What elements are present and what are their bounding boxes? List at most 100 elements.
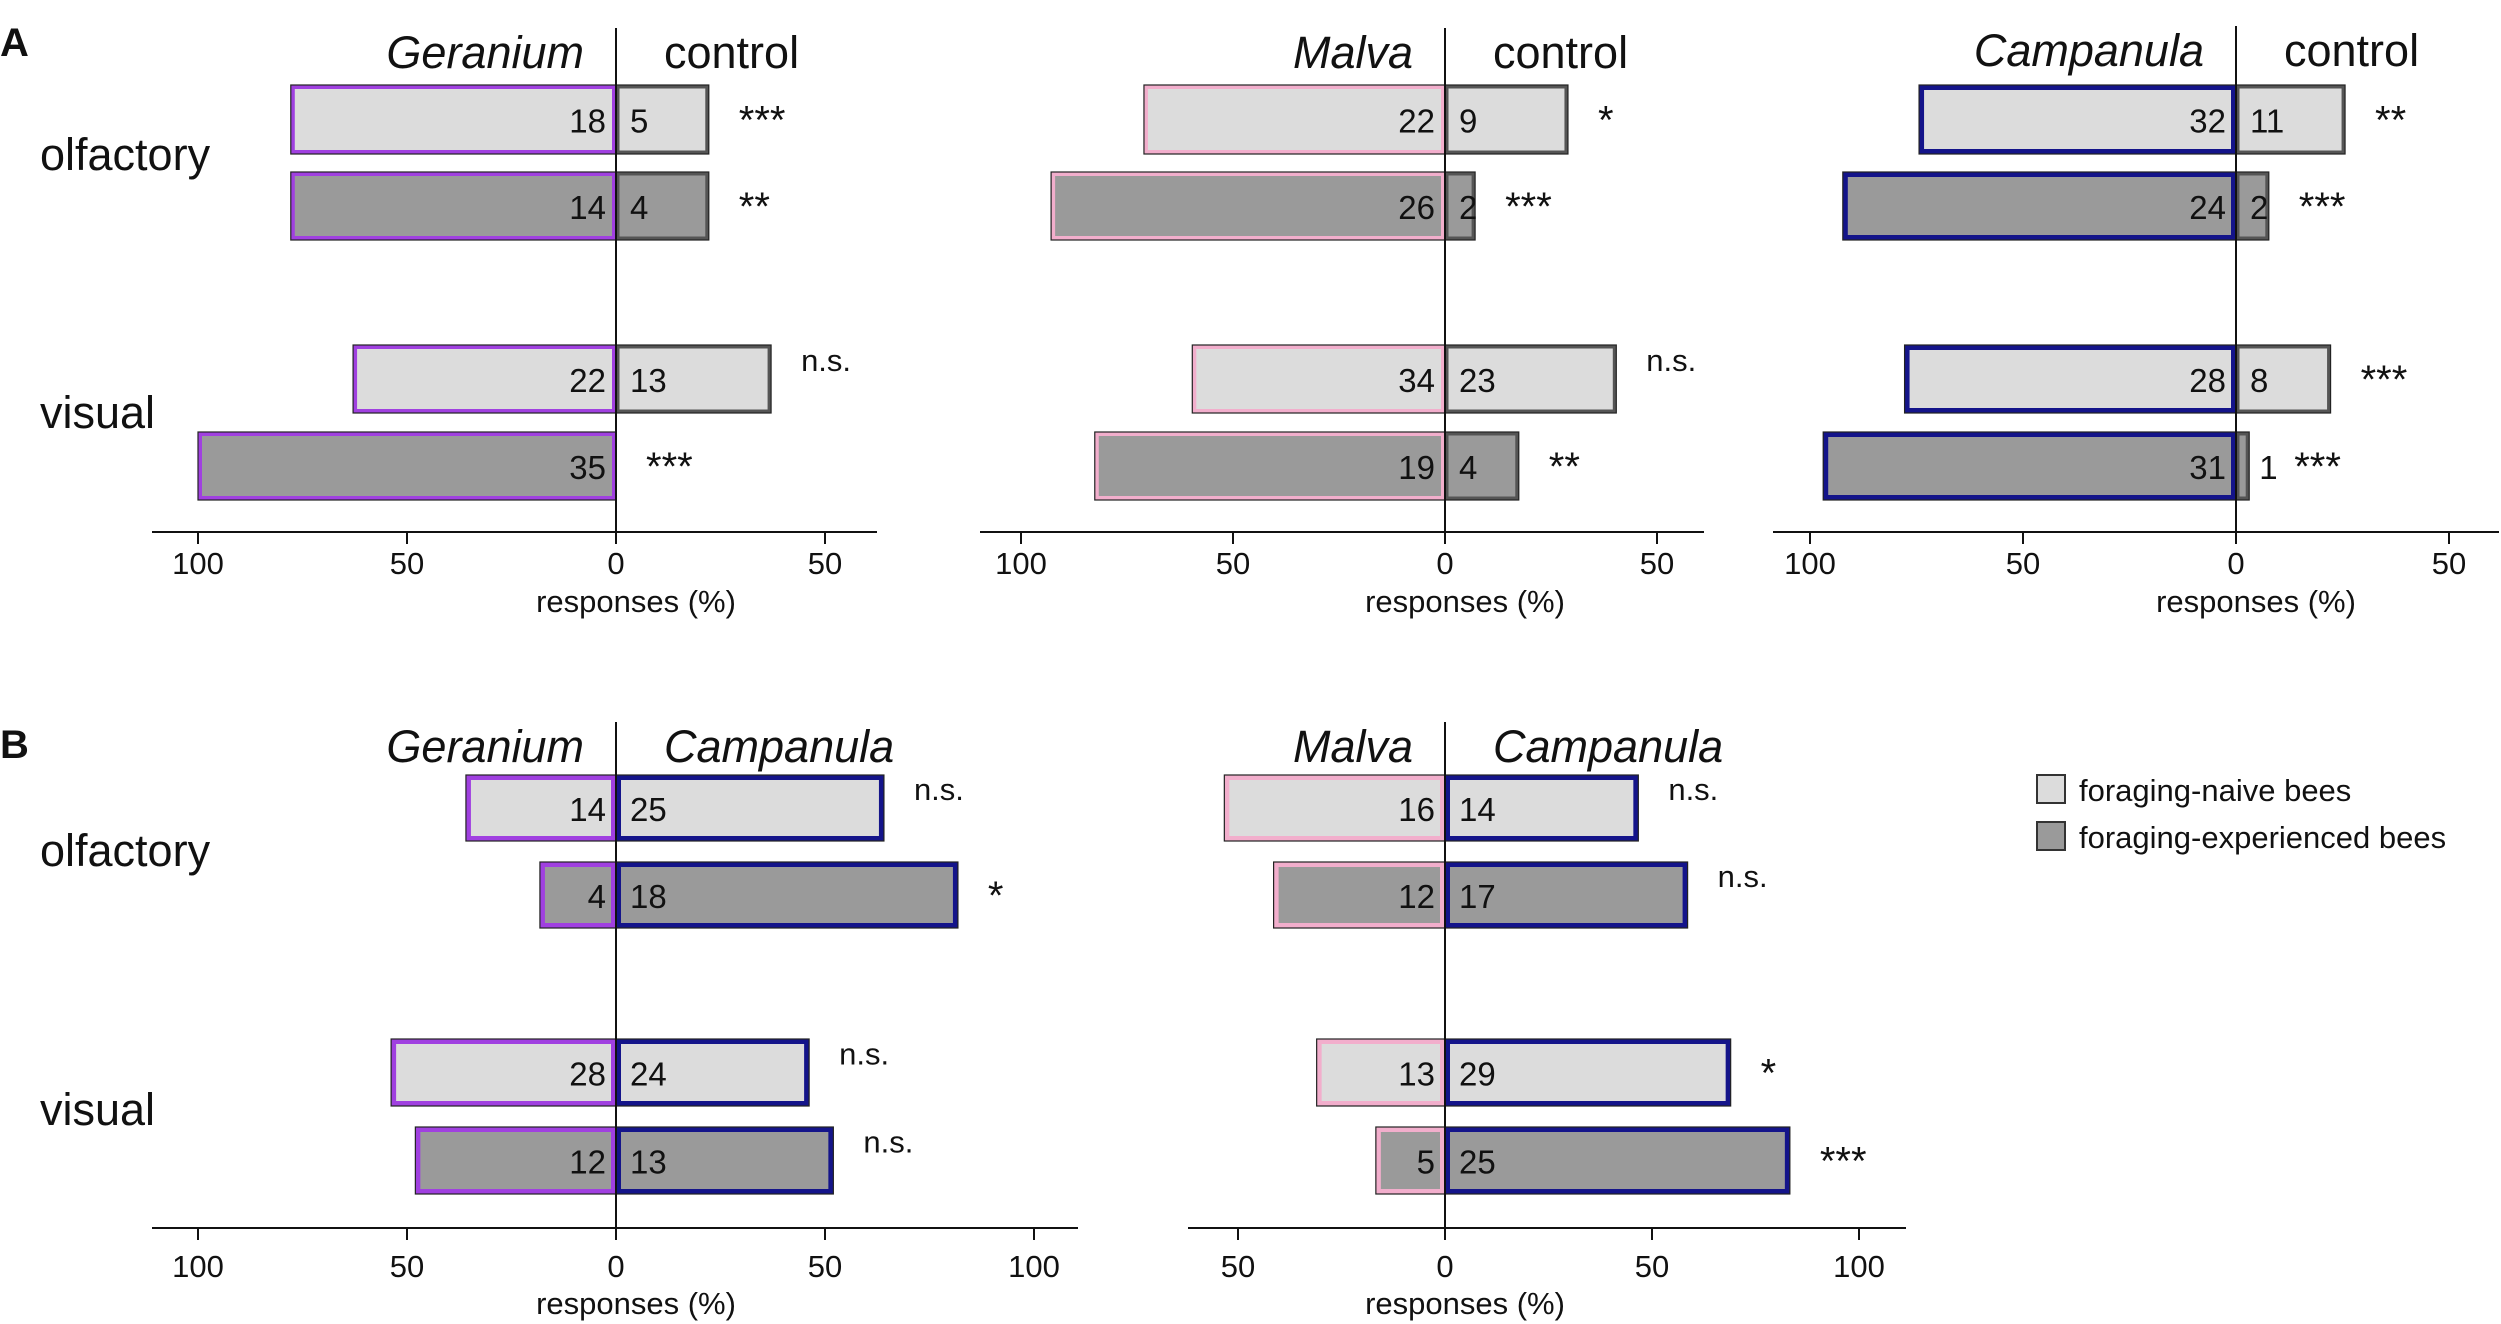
- chart-campanula-control: Campanula control 32 11 ** 24 2 *** 28 8 *** 31 1 ***…: [1773, 25, 2499, 619]
- significance-label: *: [988, 874, 1004, 918]
- count-label-left: 35: [569, 449, 606, 486]
- legend-label-experienced: foraging-experienced bees: [2079, 820, 2446, 855]
- bar-right: [616, 862, 958, 928]
- count-label-right: 9: [1459, 103, 1477, 140]
- x-tick-label: 50: [1640, 546, 1674, 581]
- bar-left: [290, 85, 616, 154]
- chart-title-right: Campanula: [664, 721, 894, 772]
- count-label-left: 16: [1398, 791, 1435, 828]
- count-label-right: 2: [2250, 189, 2268, 226]
- chart-geranium-campanula: Geranium Campanula 14 25 n.s. 4 18 * 28 24 n.s. 12 1…: [152, 721, 1078, 1321]
- significance-label: n.s.: [801, 343, 851, 378]
- count-label-left: 28: [569, 1056, 606, 1093]
- count-label-left: 18: [569, 103, 606, 140]
- count-label-right: 25: [630, 791, 667, 828]
- bar-left: [1143, 85, 1445, 154]
- bar-right: [2236, 345, 2331, 413]
- count-label-right: 13: [630, 1144, 667, 1181]
- x-tick-label: 0: [607, 546, 624, 581]
- chart-title-left: Malva: [1293, 721, 1413, 772]
- count-label-left: 5: [1417, 1144, 1435, 1181]
- significance-label: **: [739, 185, 770, 229]
- bar-left: [1094, 432, 1445, 500]
- x-tick-label: 100: [172, 546, 224, 581]
- legend: foraging-naive bees foraging-experienced…: [2036, 773, 2446, 855]
- count-label-left: 14: [569, 189, 606, 226]
- count-label-right: 29: [1459, 1056, 1496, 1093]
- count-label-right: 8: [2250, 362, 2268, 399]
- x-tick-label: 50: [2006, 546, 2040, 581]
- count-label-left: 34: [1398, 362, 1435, 399]
- chart-title-right: control: [2284, 25, 2419, 76]
- significance-label: n.s.: [1718, 859, 1768, 894]
- count-label-left: 4: [588, 878, 606, 915]
- significance-label: n.s.: [1668, 772, 1718, 807]
- row-label-olfactory-a: olfactory: [40, 129, 211, 180]
- bar-left: [1051, 172, 1445, 240]
- bar-left: [415, 1127, 616, 1194]
- count-label-right: 24: [630, 1056, 667, 1093]
- bar-left: [539, 862, 617, 928]
- x-axis-label: responses (%): [1365, 584, 1565, 619]
- x-axis-label: responses (%): [536, 1286, 736, 1321]
- count-label-right: 4: [1459, 449, 1477, 486]
- significance-label: ***: [2299, 185, 2346, 229]
- chart-title-left: Geranium: [386, 27, 584, 78]
- chart-malva-campanula: Malva Campanula 16 14 n.s. 12 17 n.s. 13 29 * 5 25 **…: [1188, 721, 1906, 1321]
- x-tick-label: 100: [1008, 1249, 1060, 1284]
- x-tick-label: 50: [1216, 546, 1250, 581]
- count-label-left: 22: [1398, 103, 1435, 140]
- chart-title-right: control: [1493, 27, 1628, 78]
- significance-label: ***: [1505, 185, 1552, 229]
- count-label-left: 22: [569, 362, 606, 399]
- chart-title-left: Malva: [1293, 27, 1413, 78]
- x-tick-label: 50: [2432, 546, 2466, 581]
- x-tick-label: 0: [1436, 1249, 1453, 1284]
- x-tick-label: 50: [808, 546, 842, 581]
- count-label-right: 1: [2259, 449, 2277, 486]
- bar-left: [1316, 1039, 1446, 1106]
- count-label-right: 13: [630, 362, 667, 399]
- row-label-visual-a: visual: [40, 387, 155, 438]
- count-label-right: 25: [1459, 1144, 1496, 1181]
- x-tick-label: 0: [607, 1249, 624, 1284]
- legend-swatch-naive: [2036, 774, 2066, 804]
- count-label-left: 14: [569, 791, 606, 828]
- count-label-left: 19: [1398, 449, 1435, 486]
- bar-left: [1842, 172, 2236, 240]
- bar-right: [616, 85, 709, 154]
- bar-right: [616, 172, 709, 240]
- significance-label: ***: [2361, 358, 2408, 402]
- bar-left: [1823, 432, 2237, 500]
- bar-left: [1192, 345, 1446, 413]
- bar-left: [1919, 85, 2237, 154]
- significance-label: ***: [646, 445, 693, 489]
- bar-left: [1375, 1127, 1446, 1194]
- x-axis-label: responses (%): [1365, 1286, 1565, 1321]
- bar-left: [1273, 862, 1445, 928]
- bar-right: [1445, 1039, 1731, 1106]
- x-tick-label: 50: [390, 546, 424, 581]
- significance-label: n.s.: [1646, 343, 1696, 378]
- count-label-right: 23: [1459, 362, 1496, 399]
- count-label-right: 17: [1459, 878, 1496, 915]
- significance-label: *: [1761, 1052, 1777, 1096]
- significance-label: **: [2375, 99, 2406, 143]
- bar-left: [391, 1039, 616, 1106]
- bar-right: [616, 1127, 834, 1194]
- bar-right: [1445, 172, 1476, 240]
- bar-right: [1445, 85, 1568, 154]
- significance-label: ***: [2294, 445, 2341, 489]
- panel-label-a: A: [0, 21, 29, 65]
- count-label-left: 13: [1398, 1056, 1435, 1093]
- count-label-left: 24: [2189, 189, 2226, 226]
- bar-left: [353, 345, 616, 413]
- bar-right: [616, 345, 772, 413]
- x-axis-label: responses (%): [536, 584, 736, 619]
- count-label-left: 12: [1398, 878, 1435, 915]
- x-tick-label: 100: [1784, 546, 1836, 581]
- significance-label: n.s.: [914, 772, 964, 807]
- x-tick-label: 50: [1221, 1249, 1255, 1284]
- chart-title-left: Geranium: [386, 721, 584, 772]
- row-label-visual-b: visual: [40, 1084, 155, 1135]
